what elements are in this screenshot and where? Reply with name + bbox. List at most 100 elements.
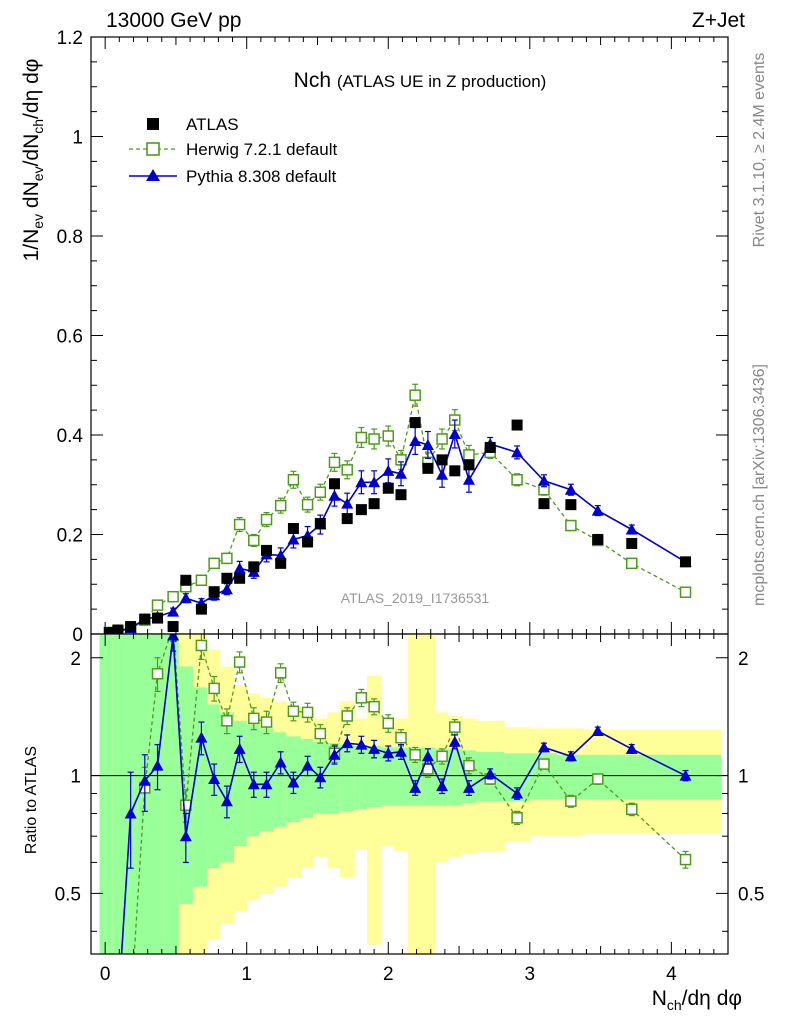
legend: ATLAS Herwig 7.2.1 default Pythia 8.308 … bbox=[129, 115, 337, 186]
main-y-tick-label: 0 bbox=[72, 625, 83, 646]
ratio-pythia-point bbox=[328, 748, 341, 760]
main-pythia-point bbox=[355, 476, 368, 488]
ratio-band-inner bbox=[112, 634, 126, 954]
ratio-band-inner bbox=[434, 748, 449, 806]
ratio-band-inner bbox=[447, 748, 463, 806]
main-herwig-point bbox=[368, 433, 380, 445]
ratio-pythia-point bbox=[314, 771, 327, 783]
main-atlas-point bbox=[626, 537, 638, 549]
main-herwig-point bbox=[679, 586, 692, 598]
x-tick-label: 4 bbox=[666, 964, 677, 985]
ratio-pythia-point bbox=[591, 724, 604, 736]
main-herwig-point bbox=[167, 590, 179, 603]
legend-label-herwig: Herwig 7.2.1 default bbox=[186, 140, 337, 159]
ratio-plot-content bbox=[91, 634, 728, 1016]
main-herwig-point bbox=[208, 557, 220, 570]
ratio-pythia-point bbox=[151, 759, 164, 771]
ratio-herwig-point bbox=[113, 1006, 123, 1016]
main-atlas-point bbox=[680, 556, 692, 568]
ratio-herwig-point bbox=[565, 795, 577, 807]
ratio-y-axis-label: Ratio to ATLAS bbox=[23, 746, 40, 854]
legend-marker-atlas bbox=[147, 118, 159, 130]
main-atlas-point bbox=[355, 504, 367, 516]
beam-energy-label: 13000 GeV pp bbox=[106, 9, 241, 32]
plot-title: Nch (ATLAS UE in Z production) bbox=[294, 69, 547, 92]
main-pythia-point bbox=[382, 464, 395, 476]
analysis-id-label: ATLAS_2019_I1736531 bbox=[341, 590, 490, 606]
ratio-y-tick-label-right: 1 bbox=[738, 767, 749, 788]
main-pythia-point bbox=[167, 605, 180, 617]
ratio-herwig-point bbox=[436, 750, 448, 763]
ratio-herwig-point bbox=[511, 812, 523, 824]
main-pythia-point bbox=[448, 428, 461, 440]
legend-label-pythia: Pythia 8.308 default bbox=[186, 167, 337, 186]
plot-title-main: Nch bbox=[294, 69, 331, 92]
ratio-band-inner bbox=[300, 739, 314, 818]
main-pythia-point bbox=[341, 497, 354, 509]
ratio-herwig-point bbox=[314, 727, 327, 740]
x-tick-label: 0 bbox=[100, 964, 111, 985]
ratio-pythia-point bbox=[436, 780, 449, 792]
ratio-band-inner bbox=[124, 634, 139, 954]
ratio-herwig-point bbox=[126, 1006, 136, 1016]
process-label: Z+Jet bbox=[692, 9, 745, 32]
main-pythia-point bbox=[591, 504, 604, 516]
main-atlas-point bbox=[422, 462, 434, 474]
ratio-panel-frame bbox=[90, 633, 729, 955]
ratio-herwig-point bbox=[409, 749, 421, 761]
ratio-y-tick-label-right: 0.5 bbox=[738, 884, 764, 905]
main-atlas-point bbox=[395, 489, 407, 501]
main-plot-content bbox=[103, 383, 692, 634]
main-atlas-point bbox=[152, 612, 164, 624]
ratio-pythia-point bbox=[511, 787, 524, 799]
main-y-tick-label: 0.4 bbox=[57, 426, 84, 447]
main-atlas-point bbox=[261, 544, 273, 556]
ratio-panel: 0 1 2 3 4 0.5 0.5 1 1 2 2 Ratio to ATLAS Nch/dη dφ bbox=[23, 633, 764, 1016]
main-atlas-point bbox=[449, 465, 461, 477]
legend-marker-herwig bbox=[146, 142, 160, 156]
ratio-pythia-point bbox=[233, 742, 246, 754]
ratio-herwig-point bbox=[341, 710, 353, 722]
main-atlas-point bbox=[103, 627, 115, 634]
ratio-axis-ticks: 0 1 2 3 4 0.5 0.5 1 1 2 2 bbox=[55, 634, 764, 985]
ratio-pythia-point bbox=[220, 795, 233, 807]
ratio-pythia-point bbox=[537, 741, 550, 753]
ratio-herwig-point bbox=[233, 656, 246, 668]
main-atlas-point bbox=[112, 624, 124, 634]
ratio-pythia-point bbox=[287, 776, 300, 788]
main-pythia-point bbox=[179, 592, 192, 604]
ratio-pythia-point bbox=[138, 774, 151, 786]
ratio-band-inner bbox=[151, 634, 166, 954]
main-herwig-point bbox=[287, 474, 300, 486]
main-pythia-point bbox=[368, 476, 381, 488]
main-pythia-point bbox=[564, 483, 577, 495]
ratio-pythia-point bbox=[179, 830, 192, 842]
main-herwig-point bbox=[341, 464, 353, 476]
ratio-pythia-point bbox=[341, 737, 354, 749]
ratio-herwig-point bbox=[395, 731, 407, 744]
ratio-pythia-point bbox=[382, 747, 395, 759]
main-pythia-point bbox=[421, 438, 434, 450]
main-herwig-point bbox=[463, 449, 475, 461]
main-atlas-point bbox=[208, 586, 220, 598]
ratio-herwig-point bbox=[625, 803, 638, 816]
ratio-pythia-point bbox=[409, 781, 422, 793]
main-atlas-point bbox=[565, 499, 577, 511]
main-panel: 0 0.2 0.4 0.6 0.8 1 1.2 ATLAS_2019_I1736531 1/… bbox=[20, 28, 729, 646]
ratio-pythia-point bbox=[679, 769, 692, 781]
ratio-herwig-point bbox=[592, 773, 604, 785]
legend-marker-pythia bbox=[146, 169, 160, 181]
ratio-pythia-point bbox=[564, 750, 577, 762]
main-atlas-point bbox=[382, 482, 394, 494]
ratio-band-inner bbox=[164, 634, 180, 954]
ratio-herwig-point bbox=[208, 682, 220, 695]
main-herwig-point bbox=[151, 599, 164, 611]
ratio-pythia-point bbox=[625, 742, 638, 754]
ratio-pythia-point bbox=[355, 738, 368, 750]
main-y-tick-label: 1.2 bbox=[57, 28, 83, 49]
ratio-band-inner bbox=[178, 666, 194, 904]
ratio-herwig-point bbox=[248, 712, 260, 725]
ratio-pythia-point bbox=[484, 767, 497, 779]
main-axis-ticks: 0 0.2 0.4 0.6 0.8 1 1.2 bbox=[57, 28, 729, 646]
ratio-band-inner bbox=[99, 634, 113, 954]
